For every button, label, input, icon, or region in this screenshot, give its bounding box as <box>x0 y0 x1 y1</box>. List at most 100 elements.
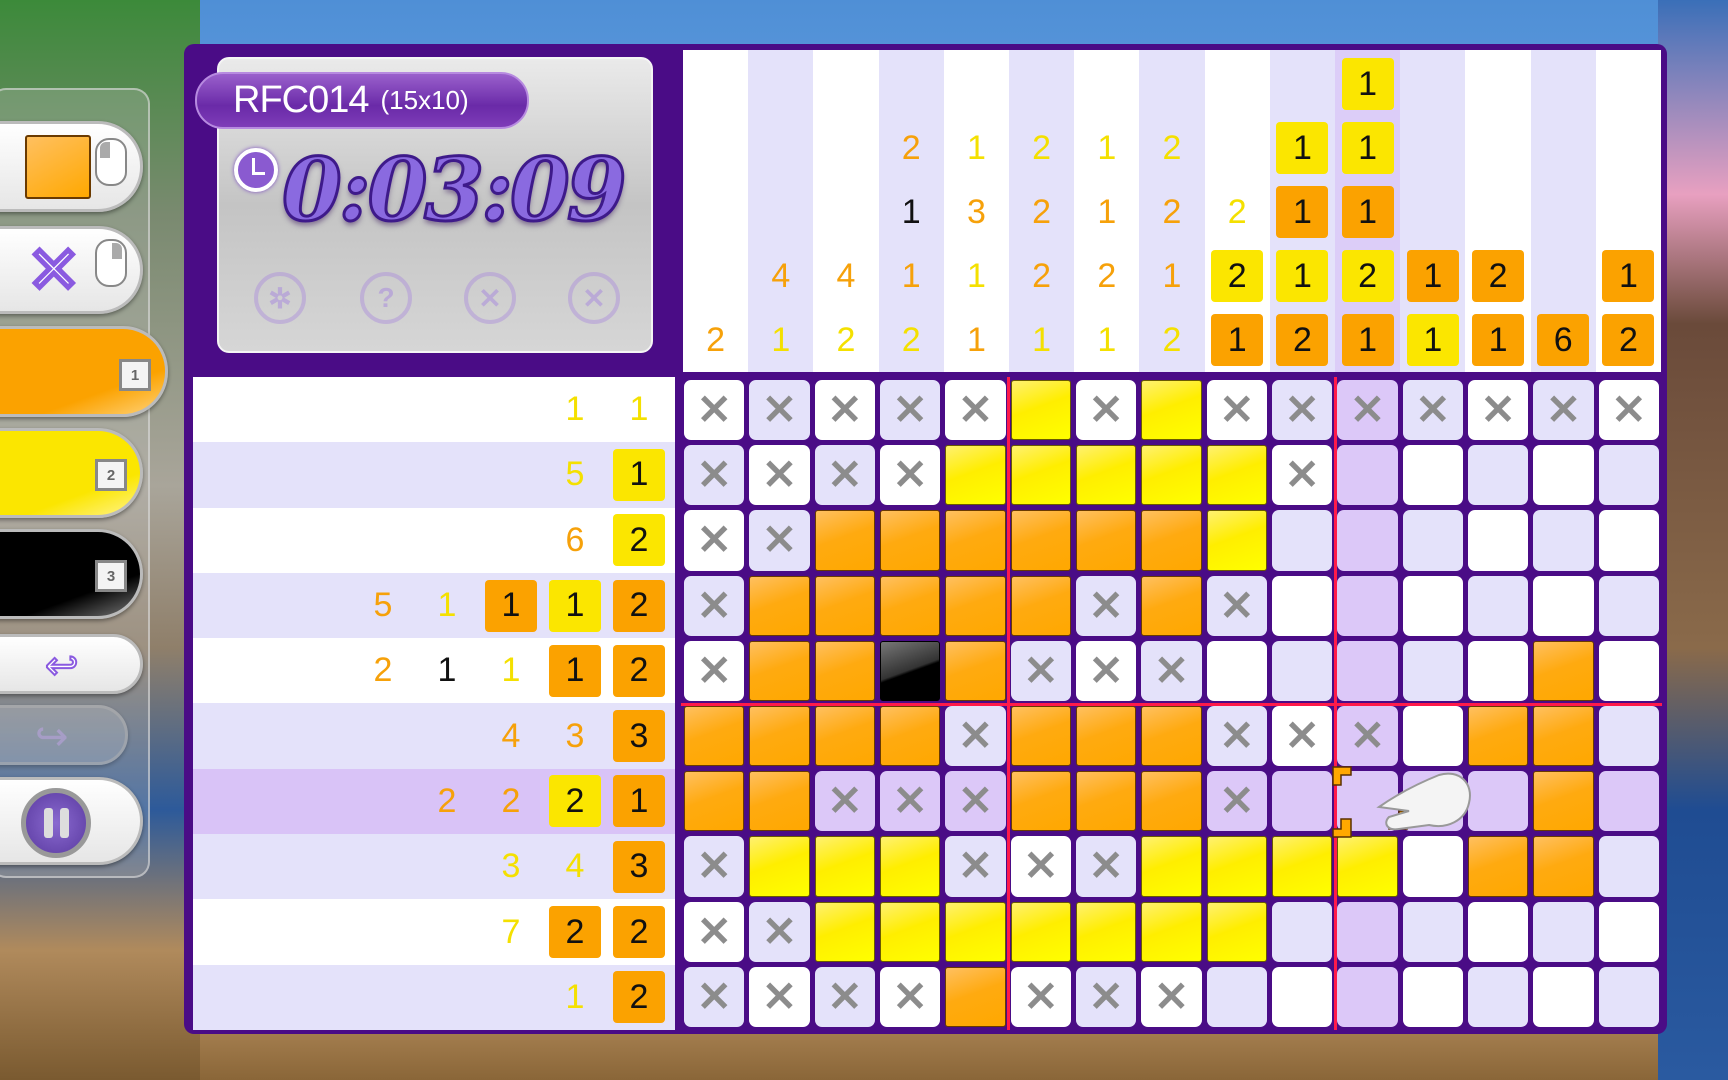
crossed-cell[interactable]: ✕ <box>1010 640 1071 701</box>
crossed-cell[interactable]: ✕ <box>945 836 1006 897</box>
crossed-cell[interactable]: ✕ <box>749 445 810 506</box>
empty-cell[interactable] <box>1402 640 1463 701</box>
crossed-cell[interactable]: ✕ <box>1271 445 1333 506</box>
filled-cell-yellow[interactable] <box>1206 510 1267 571</box>
crossed-cell[interactable]: ✕ <box>814 771 875 832</box>
filled-cell-yellow[interactable] <box>945 901 1006 962</box>
filled-cell-orange[interactable] <box>1467 706 1529 767</box>
empty-cell[interactable] <box>1533 575 1594 636</box>
filled-cell-orange[interactable] <box>814 706 875 767</box>
filled-cell-orange[interactable] <box>879 575 941 636</box>
empty-cell[interactable] <box>1271 510 1333 571</box>
filled-cell-yellow[interactable] <box>879 836 941 897</box>
filled-cell-yellow[interactable] <box>814 836 875 897</box>
filled-cell-orange[interactable] <box>749 771 810 832</box>
crossed-cell[interactable]: ✕ <box>814 445 875 506</box>
empty-cell[interactable] <box>1337 510 1398 571</box>
crossed-cell[interactable]: ✕ <box>749 380 810 441</box>
crossed-cell[interactable]: ✕ <box>1075 640 1137 701</box>
empty-cell[interactable] <box>1402 706 1463 767</box>
empty-cell[interactable] <box>1598 836 1659 897</box>
undo-button[interactable]: ↩ <box>0 634 143 694</box>
reset-icon[interactable]: ✕ <box>464 272 516 324</box>
empty-cell[interactable] <box>1337 445 1398 506</box>
crossed-cell[interactable]: ✕ <box>749 901 810 962</box>
filled-cell-orange[interactable] <box>749 706 810 767</box>
crossed-cell[interactable]: ✕ <box>814 380 875 441</box>
empty-cell[interactable] <box>1271 771 1333 832</box>
empty-cell[interactable] <box>1402 771 1463 832</box>
filled-cell-yellow[interactable] <box>749 836 810 897</box>
empty-cell[interactable] <box>1271 966 1333 1027</box>
empty-cell[interactable] <box>1467 771 1529 832</box>
crossed-cell[interactable]: ✕ <box>1533 380 1594 441</box>
filled-cell-orange[interactable] <box>1075 771 1137 832</box>
filled-cell-orange[interactable] <box>814 510 875 571</box>
crossed-cell[interactable]: ✕ <box>1598 380 1659 441</box>
filled-cell-yellow[interactable] <box>945 445 1006 506</box>
empty-cell[interactable] <box>1467 966 1529 1027</box>
filled-cell-orange[interactable] <box>1533 706 1594 767</box>
empty-cell[interactable] <box>1402 575 1463 636</box>
filled-cell-orange[interactable] <box>945 966 1006 1027</box>
filled-cell-black[interactable] <box>879 640 941 701</box>
empty-cell[interactable] <box>1533 445 1594 506</box>
empty-cell[interactable] <box>1337 771 1398 832</box>
crossed-cell[interactable]: ✕ <box>1010 966 1071 1027</box>
crossed-cell[interactable]: ✕ <box>684 966 745 1027</box>
crossed-cell[interactable]: ✕ <box>684 380 745 441</box>
crossed-cell[interactable]: ✕ <box>1141 966 1202 1027</box>
empty-cell[interactable] <box>1402 966 1463 1027</box>
filled-cell-orange[interactable] <box>1010 575 1071 636</box>
crossed-cell[interactable]: ✕ <box>879 771 941 832</box>
filled-cell-orange[interactable] <box>1533 771 1594 832</box>
filled-cell-orange[interactable] <box>814 575 875 636</box>
empty-cell[interactable] <box>1533 966 1594 1027</box>
empty-cell[interactable] <box>1598 510 1659 571</box>
filled-cell-yellow[interactable] <box>1206 836 1267 897</box>
crossed-cell[interactable]: ✕ <box>1075 966 1137 1027</box>
filled-cell-orange[interactable] <box>1075 510 1137 571</box>
crossed-cell[interactable]: ✕ <box>879 445 941 506</box>
filled-cell-orange[interactable] <box>945 510 1006 571</box>
filled-cell-yellow[interactable] <box>1141 380 1202 441</box>
empty-cell[interactable] <box>1467 901 1529 962</box>
filled-cell-orange[interactable] <box>945 640 1006 701</box>
empty-cell[interactable] <box>1467 445 1529 506</box>
filled-cell-orange[interactable] <box>1141 575 1202 636</box>
filled-cell-yellow[interactable] <box>814 901 875 962</box>
crossed-cell[interactable]: ✕ <box>684 640 745 701</box>
filled-cell-orange[interactable] <box>1010 510 1071 571</box>
empty-cell[interactable] <box>1402 901 1463 962</box>
empty-cell[interactable] <box>1467 575 1529 636</box>
filled-cell-orange[interactable] <box>1467 836 1529 897</box>
crossed-cell[interactable]: ✕ <box>1271 706 1333 767</box>
crossed-cell[interactable]: ✕ <box>749 966 810 1027</box>
crossed-cell[interactable]: ✕ <box>1337 380 1398 441</box>
empty-cell[interactable] <box>1598 445 1659 506</box>
filled-cell-yellow[interactable] <box>1337 836 1398 897</box>
filled-cell-orange[interactable] <box>749 575 810 636</box>
empty-cell[interactable] <box>1337 966 1398 1027</box>
empty-cell[interactable] <box>1337 640 1398 701</box>
crossed-cell[interactable]: ✕ <box>945 706 1006 767</box>
crossed-cell[interactable]: ✕ <box>879 380 941 441</box>
empty-cell[interactable] <box>1598 966 1659 1027</box>
empty-cell[interactable] <box>1206 966 1267 1027</box>
filled-cell-orange[interactable] <box>684 706 745 767</box>
crossed-cell[interactable]: ✕ <box>1206 706 1267 767</box>
crossed-cell[interactable]: ✕ <box>1075 836 1137 897</box>
filled-cell-orange[interactable] <box>1010 706 1071 767</box>
filled-cell-yellow[interactable] <box>1206 901 1267 962</box>
filled-cell-orange[interactable] <box>1075 706 1137 767</box>
filled-cell-yellow[interactable] <box>1010 380 1071 441</box>
crossed-cell[interactable]: ✕ <box>684 575 745 636</box>
crossed-cell[interactable]: ✕ <box>945 771 1006 832</box>
filled-cell-yellow[interactable] <box>1010 445 1071 506</box>
empty-cell[interactable] <box>1598 771 1659 832</box>
filled-cell-yellow[interactable] <box>1075 445 1137 506</box>
filled-cell-yellow[interactable] <box>879 901 941 962</box>
empty-cell[interactable] <box>1467 510 1529 571</box>
empty-cell[interactable] <box>1598 640 1659 701</box>
empty-cell[interactable] <box>1402 510 1463 571</box>
